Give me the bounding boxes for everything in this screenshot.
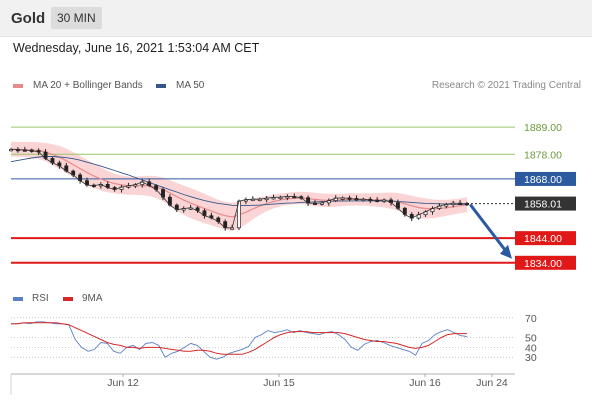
level-tag-1834.00: [515, 255, 576, 270]
rsi-tick-label: 30: [525, 352, 537, 364]
legend-label-ma20: MA 20 + Bollinger Bands: [33, 80, 143, 91]
x-tick-label: Jun 12: [107, 377, 139, 389]
level-tag-1858.01: [515, 196, 576, 211]
research-credit: Research © 2021 Trading Central: [431, 80, 581, 91]
legend-swatch-ma20: [13, 84, 23, 88]
rsi-tick-label: 70: [525, 313, 537, 325]
x-tick-label: Jun 24: [476, 377, 508, 389]
level-tag-1844.00: [515, 231, 576, 246]
forecast-arrow: [469, 204, 510, 256]
level-label-1868.00: 1868.00: [524, 174, 562, 186]
legend-label-ma50: MA 50: [176, 80, 205, 91]
legend-swatch-9ma: [63, 297, 73, 301]
level-tag-1868.00: [515, 171, 576, 186]
x-tick-label: Jun 15: [263, 377, 295, 389]
chart-timestamp: Wednesday, June 16, 2021 1:53:04 AM CET: [13, 41, 260, 55]
rsi-line: [11, 321, 468, 360]
level-label-1858.01: 1858.01: [524, 199, 562, 211]
rsi-9ma-line: [11, 322, 467, 355]
x-tick-label: Jun 16: [409, 377, 441, 389]
rsi-tick-label: 50: [525, 333, 537, 345]
legend-label-rsi: RSI: [32, 293, 49, 304]
top-bar: Gold 30 MIN: [0, 0, 592, 37]
legend-label-9ma: 9MA: [82, 293, 103, 304]
level-label-1878.00: 1878.00: [524, 149, 562, 161]
rsi-tick-label: 40: [525, 342, 537, 354]
forecast-arrowhead: [500, 244, 512, 259]
instrument-name: Gold: [11, 10, 46, 27]
level-label-1834.00: 1834.00: [524, 258, 562, 270]
level-label-1844.00: 1844.00: [524, 233, 562, 245]
legend-swatch-ma50: [156, 84, 166, 88]
price-line: [10, 148, 468, 229]
level-label-1889.00: 1889.00: [524, 122, 562, 134]
timeframe-button[interactable]: 30 MIN: [51, 7, 102, 29]
legend-swatch-rsi: [13, 297, 23, 301]
